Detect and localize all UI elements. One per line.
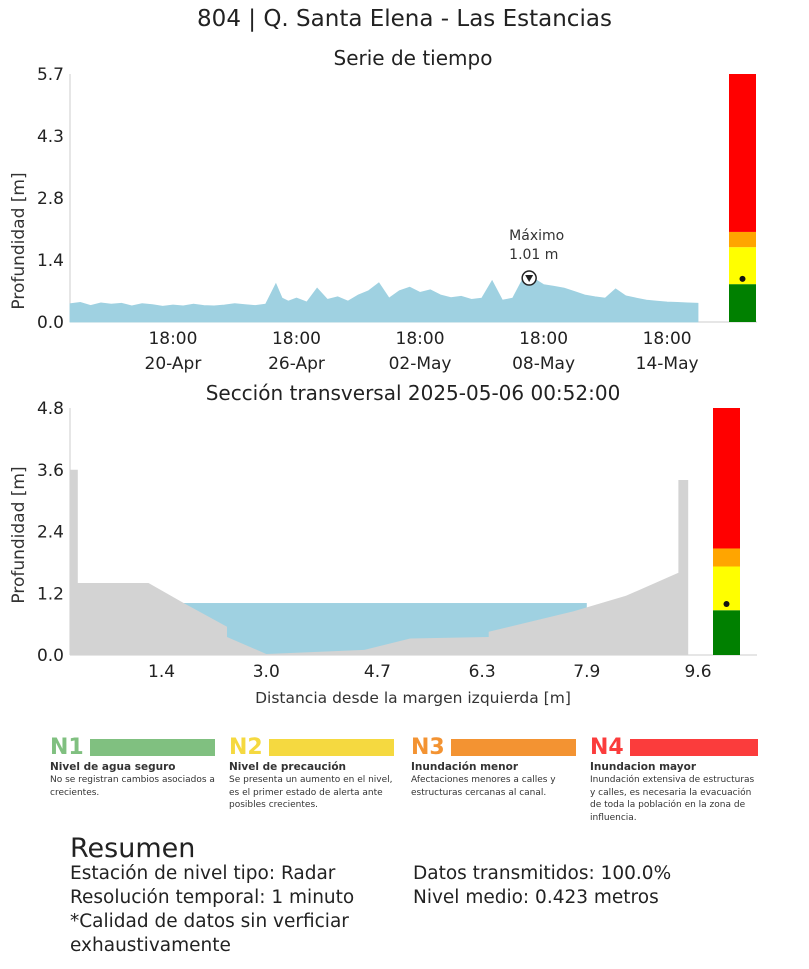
y-tick-label: 1.2 [37,584,64,604]
alert-current-marker [723,601,730,608]
page-title: 804 | Q. Santa Elena - Las Estancias [197,6,612,32]
time-series-y-axis-label: Profundidad [m] [9,172,29,309]
max-marker-arrow [525,275,534,283]
alert-current-marker [739,275,746,282]
legend-description: Inundación extensiva de estructuras y ca… [590,775,755,823]
depth-area-series [69,277,699,323]
legend-name: Inundacion mayor [590,761,697,773]
y-tick-label: 5.7 [37,65,64,85]
legend-name: Nivel de precaución [229,761,347,773]
terrain-profile [70,469,698,655]
alert-level-segment [729,284,756,322]
y-tick-label: 0.0 [37,646,64,666]
legend-item-n1: N1 Nivel de agua seguro No se registran … [50,734,215,799]
time-series-title: Serie de tiempo [334,46,493,70]
time-series-chart: Serie de tiempo Profundidad [m] 0.0 1.4 2.… [9,46,757,374]
x-tick-time-label: 18:00 [148,329,197,349]
legend-color-bar [451,738,576,756]
alert-level-segment [713,548,740,567]
legend-color-bar [630,738,758,756]
summary-mean-level: Nivel medio: 0.423 metros [413,887,659,908]
legend-color-bar [90,738,215,756]
summary-resolution: Resolución temporal: 1 minuto [70,887,355,908]
x-tick-label: 4.7 [364,662,391,682]
x-tick-time-label: 18:00 [272,329,321,349]
alert-level-segment [729,74,756,232]
legend-code: N2 [229,734,263,760]
x-tick-date-label: 02-May [389,354,452,374]
x-tick-date-label: 20-Apr [145,354,202,374]
y-tick-label: 1.4 [37,251,64,271]
legend-name: Inundación menor [411,761,519,773]
max-annotation-label: Máximo [509,228,564,244]
cross-section-y-axis-label: Profundidad [m] [9,466,29,603]
summary-quality-note-cont: exhaustivamente [70,935,231,956]
x-tick-time-label: 18:00 [643,329,692,349]
x-tick-time-label: 18:00 [396,329,445,349]
legend-code: N4 [590,734,624,760]
legend-description: Afectaciones menores a calles y estructu… [411,775,556,798]
legend-item-n2: N2 Nivel de precaución Se presenta un au… [229,734,394,812]
x-tick-label: 9.6 [684,662,711,682]
y-tick-label: 4.3 [37,127,64,147]
legend-code: N1 [50,734,84,760]
y-tick-label: 4.8 [37,399,64,419]
alert-level-segment [729,231,756,248]
y-tick-label: 2.4 [37,523,64,543]
x-tick-label: 6.3 [469,662,496,682]
x-tick-label: 3.0 [253,662,280,682]
x-tick-date-label: 08-May [512,354,575,374]
summary-quality-note: *Calidad de datos sin verficiar [70,911,349,932]
legend-item-n3: N3 Inundación menor Afectaciones menores… [411,734,576,799]
x-tick-time-label: 18:00 [519,329,568,349]
x-tick-label: 7.9 [573,662,600,682]
y-tick-label: 3.6 [37,461,64,481]
legend-color-bar [269,738,394,756]
y-tick-label: 0.0 [37,313,64,333]
alert-level-segment [713,408,740,549]
legend-description: Se presenta un aumento en el nivel, es e… [229,775,393,810]
y-tick-label: 2.8 [37,189,64,209]
max-annotation-value: 1.01 m [509,247,558,263]
x-tick-date-label: 26-Apr [268,354,325,374]
cross-section-x-axis-label: Distancia desde la margen izquierda [m] [255,689,571,707]
summary-title: Resumen [70,833,196,864]
x-tick-date-label: 14-May [636,354,699,374]
cross-section-chart: Sección transversal 2025-05-06 00:52:00 … [9,381,757,707]
legend-name: Nivel de agua seguro [50,761,176,773]
summary-transmitted: Datos transmitidos: 100.0% [413,863,672,884]
legend-code: N3 [411,734,445,760]
summary-station-type: Estación de nivel tipo: Radar [70,863,336,884]
cross-section-title: Sección transversal 2025-05-06 00:52:00 [206,381,621,405]
legend-description: No se registran cambios asociados a crec… [50,775,215,798]
alert-level-segment [713,610,740,655]
x-tick-label: 1.4 [148,662,175,682]
legend-item-n4: N4 Inundacion mayor Inundación extensiva… [590,734,758,824]
